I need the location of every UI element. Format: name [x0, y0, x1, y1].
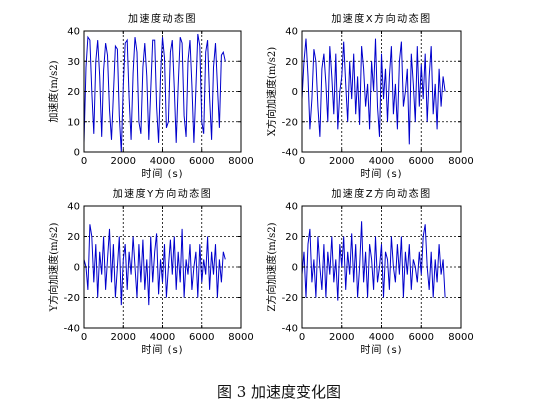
x-tick-label: 2000: [329, 156, 354, 167]
y-tick-label: 20: [285, 232, 298, 243]
x-tick-label: 6000: [409, 332, 434, 343]
x-tick-label: 0: [299, 156, 305, 167]
x-tick-label: 2000: [329, 332, 354, 343]
series-line: [83, 224, 226, 306]
y-tick-label: -40: [64, 324, 80, 335]
y-tick-label: 0: [292, 87, 298, 98]
chart-accel-y: 0 2000 4000 6000 8000 -40 -20 0 20 40 加速度Y方向动态图时间 …: [47, 187, 254, 356]
x-tick-label: 8000: [228, 332, 253, 343]
x-tick-label: 0: [299, 332, 305, 343]
x-tick-label: 4000: [150, 156, 175, 167]
chart-title: 加速度动态图: [128, 12, 197, 25]
x-tick-label: 8000: [228, 156, 253, 167]
chart-title: 加速度Z方向动态图: [331, 187, 431, 200]
x-tick-label: 4000: [369, 332, 394, 343]
x-tick-label: 4000: [369, 156, 394, 167]
y-tick-label: 0: [74, 148, 80, 159]
x-tick-label: 2000: [111, 156, 136, 167]
x-tick-label: 0: [81, 156, 87, 167]
chart-accel-z: 0 2000 4000 6000 8000 -40 -20 0 20 40 加速度Z方向动态图时间 …: [265, 187, 474, 356]
y-tick-label: -20: [282, 293, 298, 304]
series-line: [301, 221, 446, 301]
x-axis-label: 时间 (s): [141, 343, 183, 356]
y-tick-label: -20: [282, 117, 298, 128]
y-tick-label: 20: [67, 232, 80, 243]
y-tick-label: 40: [67, 202, 80, 213]
x-axis-label: 时间 (s): [141, 167, 183, 180]
y-tick-label: 0: [292, 263, 298, 274]
y-tick-label: 0: [74, 263, 80, 274]
y-tick-label: -40: [282, 324, 298, 335]
figure-caption: 图 3 加速度变化图: [216, 383, 342, 401]
x-tick-label: 6000: [189, 156, 214, 167]
x-tick-label: 8000: [448, 332, 473, 343]
x-axis-label: 时间 (s): [360, 343, 402, 356]
x-tick-label: 0: [81, 332, 87, 343]
x-tick-label: 2000: [111, 332, 136, 343]
y-tick-label: 30: [67, 57, 80, 68]
x-tick-label: 6000: [409, 156, 434, 167]
x-tick-label: 6000: [189, 332, 214, 343]
y-axis-label: 加速度(m/s2): [47, 60, 60, 122]
y-tick-label: -40: [282, 148, 298, 159]
series-line: [301, 38, 446, 145]
y-tick-label: -20: [64, 293, 80, 304]
x-axis-label: 时间 (s): [360, 167, 402, 180]
y-tick-label: 40: [67, 27, 80, 38]
chart-accel-x: 0 2000 4000 6000 8000 -40 -20 0 20 40 加速度X方向动态图时间 …: [265, 12, 474, 180]
y-tick-label: 10: [67, 117, 80, 128]
y-axis-label: Y方向加速度(m/s2): [47, 223, 60, 313]
chart-title: 加速度X方向动态图: [331, 12, 431, 25]
y-tick-label: 20: [67, 87, 80, 98]
x-tick-label: 4000: [150, 332, 175, 343]
y-tick-label: 20: [285, 57, 298, 68]
y-tick-label: 40: [285, 27, 298, 38]
y-axis-label: Z方向加速度(m/s2): [265, 222, 278, 311]
y-tick-label: 40: [285, 202, 298, 213]
chart-title: 加速度Y方向动态图: [113, 187, 213, 200]
x-tick-label: 8000: [448, 156, 473, 167]
series-line: [83, 33, 226, 153]
y-axis-label: X方向加速度(m/s2): [265, 47, 278, 136]
